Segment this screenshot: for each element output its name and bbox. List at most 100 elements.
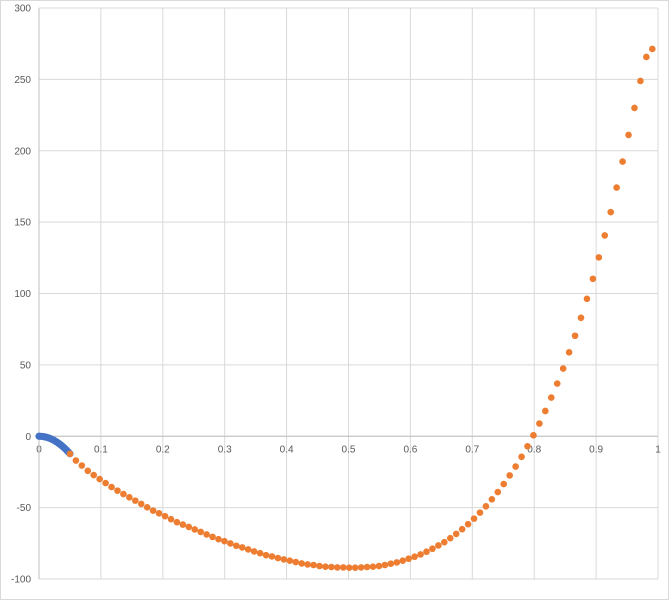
data-point-series-2	[191, 526, 199, 533]
data-point-series-2	[417, 551, 424, 558]
x-tick-label: 0.1	[94, 444, 108, 455]
data-point-series-2	[155, 510, 163, 517]
data-point-series-2	[518, 453, 525, 461]
data-point-series-2	[256, 549, 264, 557]
data-point-series-2	[476, 509, 484, 516]
data-point-series-2	[446, 534, 454, 542]
data-point-series-2	[553, 380, 561, 387]
y-tick-label: -50	[17, 503, 32, 514]
data-point-series-2	[197, 528, 204, 536]
data-point-series-2	[452, 530, 460, 538]
data-point-series-2	[108, 483, 115, 491]
data-point-series-2	[637, 77, 644, 85]
data-point-series-2	[78, 462, 86, 469]
data-point-series-2	[185, 523, 193, 531]
data-point-series-2	[565, 349, 573, 356]
data-point-series-2	[167, 515, 175, 523]
y-tick-label: 200	[14, 146, 31, 157]
data-point-series-2	[351, 564, 359, 572]
data-point-series-2	[340, 564, 347, 571]
data-point-series-2	[506, 472, 513, 479]
data-point-series-2	[536, 420, 543, 427]
data-point-series-2	[132, 497, 139, 504]
data-point-series-2	[227, 540, 234, 547]
data-point-series-2	[286, 557, 294, 565]
data-point-series-2	[334, 564, 341, 571]
data-point-series-2	[631, 104, 638, 112]
data-point-series-2	[524, 442, 531, 450]
data-point-series-2	[488, 496, 496, 503]
x-tick-label: 0.6	[403, 444, 417, 455]
data-point-series-2	[464, 520, 472, 528]
data-point-series-2	[607, 208, 615, 216]
data-point-series-2	[429, 545, 436, 553]
data-point-series-2	[589, 275, 597, 283]
data-point-series-2	[66, 450, 74, 458]
data-point-series-2	[613, 184, 620, 191]
data-point-series-2	[316, 562, 323, 570]
data-point-series-2	[435, 542, 442, 549]
data-point-series-2	[114, 487, 121, 494]
data-point-series-2	[215, 535, 222, 543]
x-tick-label: 0.4	[280, 444, 294, 455]
data-point-series-2	[547, 394, 555, 401]
data-point-series-2	[96, 475, 103, 483]
data-point-series-2	[357, 564, 365, 571]
data-point-series-2	[530, 431, 537, 439]
data-point-series-2	[583, 295, 591, 303]
data-point-series-2	[571, 332, 579, 340]
data-point-series-2	[221, 537, 228, 545]
y-tick-label: 100	[14, 289, 31, 300]
data-point-series-2	[161, 512, 169, 520]
data-point-series-2	[84, 467, 92, 475]
data-point-series-2	[375, 562, 383, 570]
data-point-series-2	[345, 564, 353, 572]
data-point-series-2	[233, 542, 240, 550]
data-point-series-2	[209, 533, 216, 541]
x-tick-label: 0.3	[218, 444, 232, 455]
data-point-series-2	[250, 548, 258, 555]
y-tick-label: 150	[14, 218, 31, 229]
data-point-series-2	[262, 551, 270, 559]
data-point-series-2	[72, 457, 80, 464]
data-point-series-2	[625, 131, 632, 139]
data-point-series-2	[322, 563, 329, 571]
data-point-series-2	[149, 507, 157, 514]
y-tick-label: 300	[14, 4, 31, 15]
data-point-series-2	[399, 557, 407, 565]
x-tick-label: 0.8	[527, 444, 541, 455]
data-point-series-2	[494, 488, 502, 496]
data-point-series-2	[238, 544, 246, 551]
data-point-series-2	[292, 558, 300, 566]
data-point-series-2	[90, 471, 98, 479]
x-tick-label: 0.5	[342, 444, 356, 455]
data-point-series-2	[298, 560, 306, 567]
y-tick-label: 0	[25, 432, 31, 443]
data-point-series-2	[143, 504, 151, 511]
data-point-series-2	[274, 554, 282, 562]
data-point-series-2	[577, 314, 585, 322]
x-tick-label: 1	[655, 444, 661, 455]
data-point-series-2	[423, 548, 430, 556]
data-point-series-2	[441, 538, 448, 546]
data-point-series-2	[500, 480, 508, 488]
data-point-series-2	[458, 525, 466, 533]
x-tick-label: 0.2	[156, 444, 170, 455]
data-point-series-2	[649, 45, 656, 53]
data-point-series-2	[268, 553, 276, 560]
y-tick-label: 50	[20, 360, 32, 371]
y-tick-label: 250	[14, 75, 31, 86]
data-point-series-2	[512, 463, 519, 470]
data-point-series-2	[393, 559, 401, 566]
data-point-series-2	[102, 479, 109, 487]
data-point-series-2	[470, 515, 478, 522]
data-point-series-2	[643, 53, 650, 61]
x-tick-label: 0.7	[465, 444, 479, 455]
data-point-series-2	[369, 563, 377, 571]
data-point-series-2	[310, 561, 317, 569]
y-tick-label: -100	[11, 575, 31, 586]
data-point-series-2	[173, 518, 181, 526]
data-point-series-2	[387, 560, 395, 568]
